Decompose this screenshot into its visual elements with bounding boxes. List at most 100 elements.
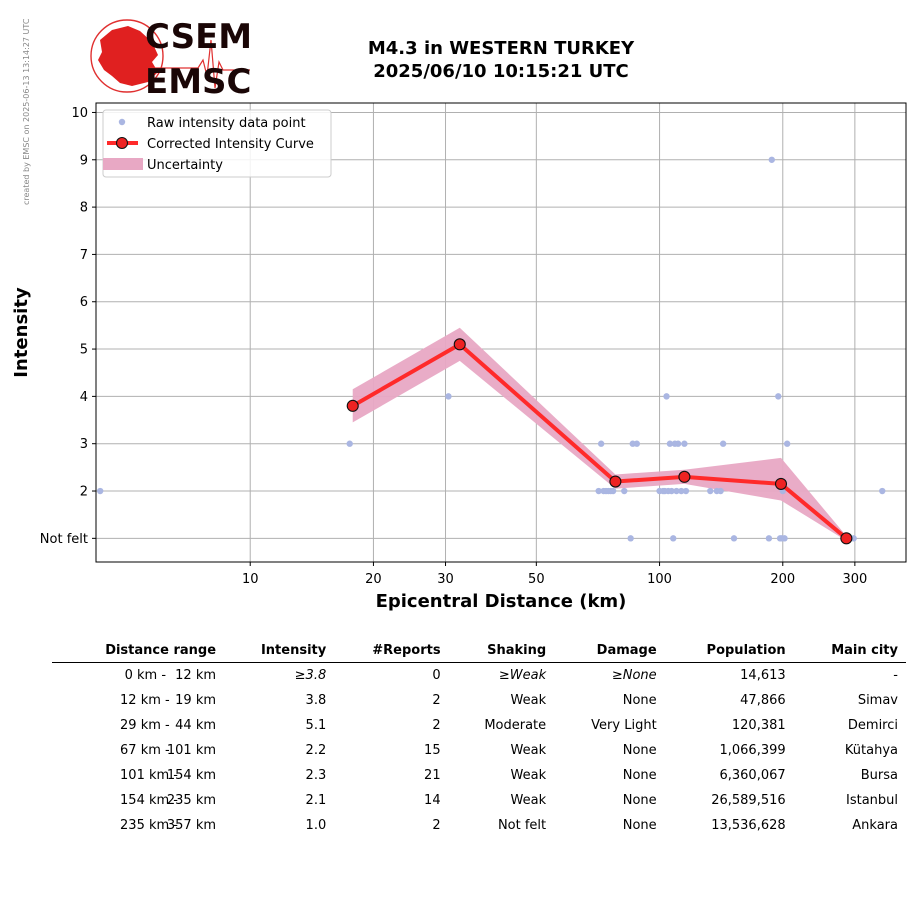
table-row: 29 km - 44 km 5.1 2 Moderate Very Light 120,38…	[52, 713, 906, 738]
y-axis-label: Intensity	[11, 287, 32, 378]
reports-cell: 2	[432, 693, 441, 708]
intensity-chart: CSEM EMSC Not felt 2 3 4 5 6 7 8 9 10 10 20 30 50 100 2…	[11, 17, 907, 612]
plot-frame	[95, 102, 907, 563]
y-tick-label: 9	[80, 153, 88, 168]
table-body: 0 km - 12 km ≥3.8 0 ≥Weak ≥None 14,613 - 12 km -…	[52, 663, 906, 839]
uncertainty-band	[352, 327, 847, 541]
raw-data-point	[781, 535, 788, 542]
raw-data-point	[768, 156, 775, 163]
legend-curve-marker	[115, 136, 129, 150]
population-cell: 14,613	[740, 668, 786, 683]
distance-from: 154 km -	[120, 793, 178, 808]
curve-marker	[840, 532, 853, 545]
chart-title: M4.3 in WESTERN TURKEY	[367, 38, 635, 59]
curve-marker	[346, 399, 359, 412]
header-main-city: Main city	[793, 641, 906, 663]
main-city-cell: Ankara	[852, 818, 898, 833]
y-tick-label: 2	[80, 485, 88, 500]
raw-data-point	[678, 487, 685, 495]
table-header-row: Distance range Intensity #Reports Shakin…	[52, 641, 906, 663]
main-city-cell: Simav	[857, 693, 898, 708]
x-tick-label: 20	[365, 572, 382, 587]
raw-data-point	[627, 535, 634, 542]
population-cell: 120,381	[731, 718, 786, 733]
x-tick-label: 10	[242, 572, 259, 587]
shaking-cell: Weak	[510, 768, 547, 783]
raw-data-point	[595, 487, 602, 495]
raw-data-point	[783, 440, 791, 447]
raw-data-point	[730, 535, 738, 542]
raw-data-point	[663, 393, 670, 400]
raw-data-point	[674, 440, 682, 447]
damage-cell: None	[622, 793, 657, 808]
main-city-cell: Kütahya	[844, 743, 898, 758]
legend: Raw intensity data point Corrected Intens…	[102, 109, 332, 178]
raw-data-point	[719, 440, 727, 447]
curve-marker	[453, 338, 466, 351]
legend-raw-label: Raw intensity data point	[147, 116, 306, 131]
distance-range-cell: 29 km - 44 km	[52, 713, 224, 738]
damage-cell: ≥None	[611, 668, 657, 683]
y-tick-label: 5	[80, 343, 88, 358]
table-row: 154 km -235 km 2.1 14 Weak None 26,589,516 Ist…	[52, 788, 906, 813]
raw-data-point	[668, 487, 675, 495]
intensity-cell: 3.8	[305, 693, 327, 708]
damage-cell: None	[622, 693, 657, 708]
main-city-cell: Demirci	[847, 718, 898, 733]
chart-subtitle: 2025/06/10 10:15:21 UTC	[373, 61, 629, 82]
population-cell: 26,589,516	[711, 793, 786, 808]
legend-curve-label: Corrected Intensity Curve	[147, 137, 314, 152]
distance-range-cell: 67 km -101 km	[52, 738, 224, 763]
distance-from: 0 km -	[124, 668, 167, 683]
distance-from: 101 km -	[120, 768, 178, 783]
raw-data-point	[775, 393, 782, 400]
distance-range-cell: 0 km - 12 km	[52, 663, 224, 689]
distance-to: 44 km	[175, 718, 217, 733]
logo-seismogram	[150, 39, 250, 89]
raw-data-point	[96, 487, 104, 495]
curve-marker	[609, 475, 622, 488]
intensity-cell: 2.3	[305, 768, 327, 783]
raw-data-point	[633, 440, 641, 447]
header-distance-range: Distance range	[52, 641, 225, 663]
distance-to: 357 km	[166, 818, 217, 833]
header-damage: Damage	[554, 641, 665, 663]
header-intensity: Intensity	[224, 641, 335, 663]
reports-cell: 14	[424, 793, 441, 808]
emsc-logo: CSEM EMSC	[90, 17, 252, 102]
shaking-cell: Weak	[510, 743, 547, 758]
table-row: 235 km -357 km 1.0 2 Not felt None 13,536,628…	[52, 813, 906, 838]
y-tick-label: 3	[80, 437, 88, 452]
corrected-intensity-curve	[351, 342, 848, 540]
legend-raw-marker	[118, 118, 126, 126]
distance-to: 235 km	[166, 793, 217, 808]
curve-marker	[774, 477, 788, 490]
x-tick-label: 50	[528, 572, 545, 587]
raw-data-point	[717, 487, 724, 495]
plot-area: Not felt 2 3 4 5 6 7 8 9 10 10 20 30 50 100 200 300 Epice…	[11, 102, 907, 612]
legend-uncertainty-label: Uncertainty	[147, 158, 223, 173]
intensity-cell: 5.1	[305, 718, 327, 733]
raw-data-point	[609, 487, 617, 495]
raw-data-point	[445, 393, 452, 400]
population-cell: 13,536,628	[711, 818, 786, 833]
distance-range-cell: 101 km -154 km	[52, 763, 224, 788]
distance-to: 19 km	[175, 693, 217, 708]
x-tick-label: 300	[842, 572, 867, 587]
distance-to: 101 km	[166, 743, 217, 758]
table-row: 12 km - 19 km 3.8 2 Weak None 47,866 Simav	[52, 688, 906, 713]
distance-to: 154 km	[166, 768, 217, 783]
reports-cell: 2	[432, 818, 441, 833]
main-city-cell: Bursa	[860, 768, 898, 783]
shaking-cell: Weak	[510, 793, 547, 808]
table-row: 67 km -101 km 2.2 15 Weak None 1,066,399 Kütah…	[52, 738, 906, 763]
intensity-cell: 1.0	[305, 818, 327, 833]
y-tick-label: 6	[80, 295, 88, 310]
y-tick-label: Not felt	[40, 532, 88, 547]
shaking-cell: Weak	[510, 693, 547, 708]
intensity-cell: ≥3.8	[294, 668, 327, 683]
header-shaking: Shaking	[448, 641, 555, 663]
shaking-cell: ≥Weak	[498, 668, 547, 683]
raw-data-point	[707, 487, 714, 495]
main-city-cell: Istanbul	[845, 793, 898, 808]
